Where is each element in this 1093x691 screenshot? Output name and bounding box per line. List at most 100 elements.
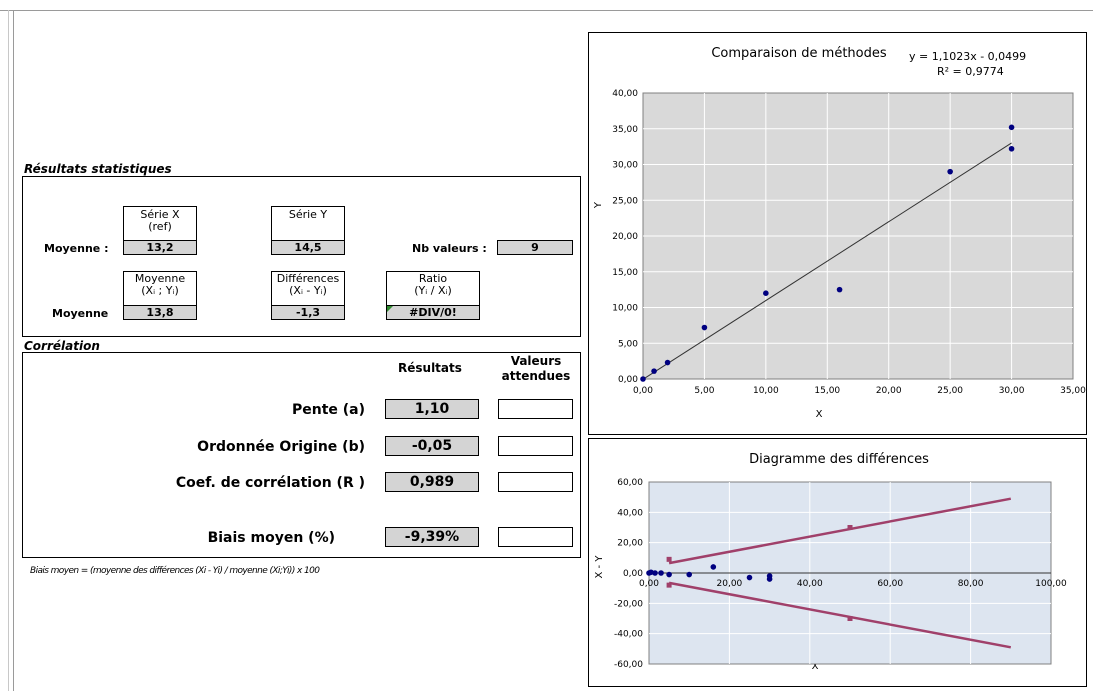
chart1-data-point <box>763 290 769 297</box>
chart1-xtick-label: 5,00 <box>694 386 714 396</box>
moyenne-label: Moyenne : <box>44 242 109 255</box>
ratio-header: Ratio (Yᵢ / Xᵢ) <box>386 271 480 305</box>
correlation-section-title: Corrélation <box>24 339 100 353</box>
stats-section-line <box>22 176 580 177</box>
ratio-label: Ratio <box>418 272 448 285</box>
chart2-title: Diagramme des différences <box>749 452 929 467</box>
sheet-top-border <box>0 10 1093 11</box>
chart1-ytick-label: 35,00 <box>612 125 638 135</box>
chart1-data-point <box>701 324 708 331</box>
chart2-ytick-label: 20,00 <box>617 539 643 549</box>
moyenne-xy-cell[interactable]: 13,8 <box>123 305 197 320</box>
chart2-data-point <box>666 571 672 578</box>
chart2-xtick-label: 100,00 <box>1035 579 1067 589</box>
chart1-ytick-label: 30,00 <box>612 161 638 171</box>
serie-y-header: Série Y <box>271 206 345 243</box>
correlation-section-line <box>22 352 580 353</box>
ratio-cell[interactable]: #DIV/0! <box>386 305 480 320</box>
moyenne-label-2: Moyenne <box>52 307 109 320</box>
chart1-data-point <box>1008 124 1015 131</box>
chart2-xtick-label: 20,00 <box>717 579 743 589</box>
ratio-sub: (Yᵢ / Xᵢ) <box>414 284 452 297</box>
biais-formula-note: Biais moyen = (moyenne des différences (… <box>30 566 320 576</box>
expected-column-header: Valeurs attendues <box>494 354 578 384</box>
differences-chart-svg: Diagramme des différences X X - Y 0,00 20… <box>594 452 1067 672</box>
chart1-ytick-label: 40,00 <box>612 89 638 99</box>
chart2-upper-marker <box>666 556 672 562</box>
chart1-ytick-label: 15,00 <box>612 268 638 278</box>
chart1-equation: y = 1,1023x - 0,0499 <box>909 50 1026 63</box>
sheet-left-border <box>8 10 9 691</box>
nb-valeurs-cell[interactable]: 9 <box>497 240 573 255</box>
biais-label: Biais moyen (%) <box>207 530 335 546</box>
chart2-data-point <box>658 570 664 576</box>
chart1-xlabel: X <box>816 409 823 420</box>
moyenne-xy-label: Moyenne <box>134 272 186 285</box>
nb-valeurs-label: Nb valeurs : <box>412 242 487 255</box>
chart1-xtick-label: 30,00 <box>999 386 1025 396</box>
chart2-xtick-label: 0,00 <box>639 579 659 589</box>
chart1-xtick-label: 10,00 <box>753 386 779 396</box>
chart1-ytick-label: 10,00 <box>612 304 638 314</box>
chart2-upper-limit-line <box>668 497 1012 565</box>
chart2-xtick-label: 80,00 <box>958 579 984 589</box>
chart2-data-point <box>766 576 773 582</box>
stats-panel <box>22 176 581 337</box>
chart2-ytick-label: -40,00 <box>614 630 643 640</box>
chart1-ytick-label: 0,00 <box>618 375 638 385</box>
chart2-data-point <box>652 570 658 576</box>
ordonnee-expected-input[interactable] <box>498 436 573 456</box>
sheet-gridline <box>13 10 14 691</box>
chart2-ytick-label: 60,00 <box>617 478 643 488</box>
chart1-ytick-label: 25,00 <box>612 196 638 206</box>
pente-expected-input[interactable] <box>498 399 573 419</box>
comparison-chart[interactable]: Comparaison de méthodes y = 1,1023x - 0,… <box>588 32 1087 435</box>
moyenne-y-cell[interactable]: 14,5 <box>271 240 345 255</box>
ordonnee-value[interactable]: -0,05 <box>385 436 479 456</box>
chart1-ytick-label: 20,00 <box>612 232 638 242</box>
chart2-lower-limit-line <box>668 581 1012 649</box>
chart1-title: Comparaison de méthodes <box>711 46 887 61</box>
stats-section-title: Résultats statistiques <box>24 162 172 176</box>
differences-sub: (Xᵢ - Yᵢ) <box>289 284 327 297</box>
chart1-r2: R² = 0,9774 <box>937 65 1004 78</box>
chart1-ytick-label: 5,00 <box>618 339 638 349</box>
chart2-ytick-label: -20,00 <box>614 599 643 609</box>
ordonnee-label: Ordonnée Origine (b) <box>197 439 365 455</box>
chart1-data-point <box>836 286 843 293</box>
chart2-ytick-label: 40,00 <box>617 508 643 518</box>
chart2-data-point <box>686 571 692 578</box>
correlation-coef-expected-input[interactable] <box>498 472 573 492</box>
chart2-ylabel: X - Y <box>594 555 605 579</box>
chart2-ytick-label: -60,00 <box>614 660 643 670</box>
biais-value[interactable]: -9,39% <box>385 527 479 547</box>
comparison-chart-svg: Comparaison de méthodes y = 1,1023x - 0,… <box>593 46 1086 420</box>
differences-cell[interactable]: -1,3 <box>271 305 345 320</box>
serie-x-header: Série X (ref) <box>123 206 197 243</box>
chart1-data-point <box>651 368 657 374</box>
expected-header-line1: Valeurs <box>510 354 562 368</box>
cell-error-marker <box>387 306 393 312</box>
chart2-upper-marker <box>847 525 853 530</box>
chart2-xlabel: X <box>812 661 819 672</box>
chart1-xtick-label: 0,00 <box>633 386 653 396</box>
chart2-xtick-label: 40,00 <box>797 579 823 589</box>
chart1-ylabel: Y <box>593 201 604 209</box>
chart1-trendline <box>642 142 1012 380</box>
chart1-xtick-label: 35,00 <box>1060 386 1086 396</box>
moyenne-x-cell[interactable]: 13,2 <box>123 240 197 255</box>
biais-expected-input[interactable] <box>498 527 573 547</box>
correlation-panel <box>22 352 581 558</box>
correlation-coef-value[interactable]: 0,989 <box>385 472 479 492</box>
pente-value[interactable]: 1,10 <box>385 399 479 419</box>
expected-header-line2: attendues <box>501 369 571 383</box>
chart2-data-point <box>710 564 717 570</box>
serie-x-sub: (ref) <box>148 220 172 233</box>
chart1-xtick-label: 15,00 <box>814 386 840 396</box>
moyenne-xy-header: Moyenne (Xᵢ ; Yᵢ) <box>123 271 197 305</box>
chart2-lower-marker <box>847 616 853 621</box>
chart2-lower-marker <box>666 582 672 588</box>
chart1-xtick-label: 20,00 <box>876 386 902 396</box>
chart1-data-point <box>664 359 671 366</box>
differences-chart[interactable]: Diagramme des différences X X - Y 0,00 20… <box>588 438 1087 687</box>
